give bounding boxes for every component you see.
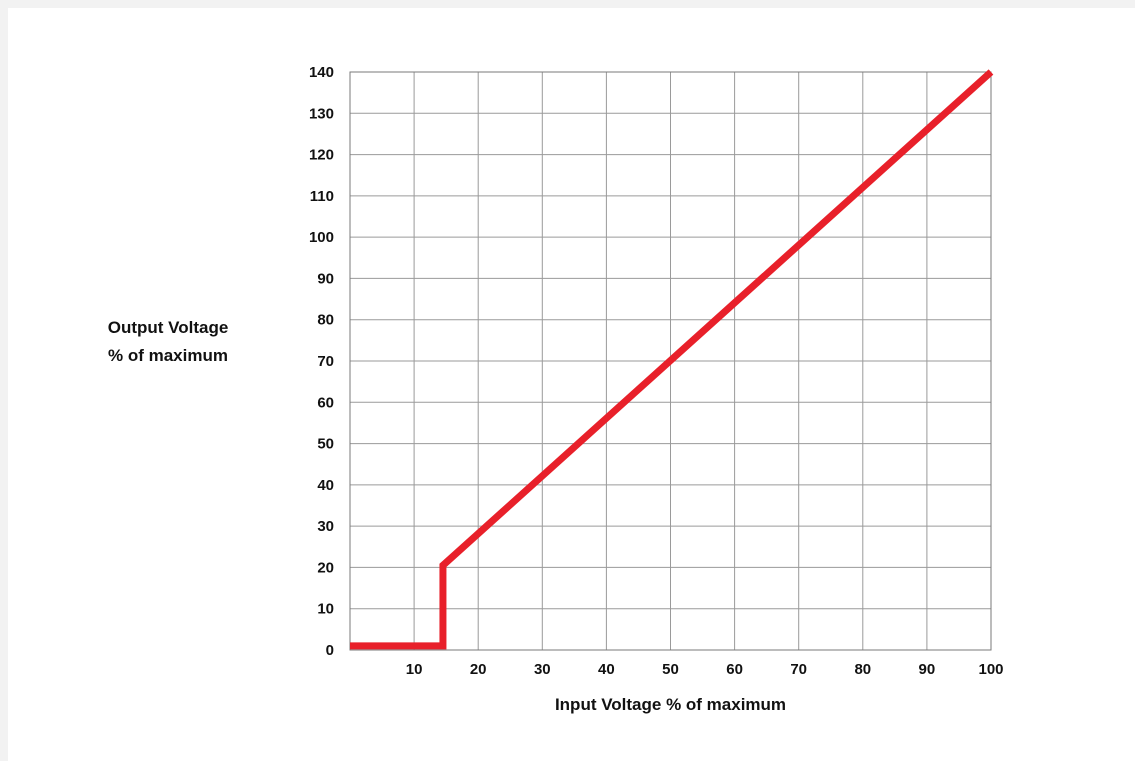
y-tick-label: 130 (309, 105, 334, 122)
y-tick-label: 70 (317, 353, 334, 370)
grid (349, 71, 992, 651)
y-tick-label: 60 (317, 394, 334, 411)
chart-svg: 0 10 20 30 40 50 60 70 80 90 100 110 120 130 140 10 20 30… (108, 64, 1004, 714)
tick-labels: 0 10 20 30 40 50 60 70 80 90 100 110 120 130 140 10 20 30… (309, 64, 1004, 678)
x-tick-label: 40 (598, 661, 615, 678)
x-tick-label: 50 (662, 661, 679, 678)
y-tick-label: 140 (309, 64, 334, 81)
y-tick-label: 50 (317, 436, 334, 453)
y-tick-label: 100 (309, 229, 334, 246)
y-axis-title-line-2: % of maximum (108, 346, 228, 365)
series-line (350, 69, 994, 650)
series-layer (350, 69, 994, 650)
x-tick-label: 80 (854, 661, 871, 678)
y-tick-label: 10 (317, 601, 334, 618)
y-axis-title-line-1: Output Voltage (108, 318, 229, 337)
x-tick-label: 100 (978, 661, 1003, 678)
x-tick-label: 30 (534, 661, 551, 678)
x-tick-label: 20 (470, 661, 487, 678)
y-tick-label: 120 (309, 147, 334, 164)
x-axis-title: Input Voltage % of maximum (555, 695, 786, 714)
y-tick-label: 110 (310, 188, 334, 205)
y-tick-label: 0 (326, 642, 334, 659)
y-tick-label: 30 (317, 518, 334, 535)
y-tick-label: 20 (317, 559, 334, 576)
chart-card: 0 10 20 30 40 50 60 70 80 90 100 110 120 130 140 10 20 30… (8, 8, 1135, 761)
y-tick-label: 40 (317, 477, 334, 494)
y-tick-label: 90 (317, 270, 334, 287)
x-tick-label: 10 (406, 661, 423, 678)
x-tick-label: 60 (726, 661, 743, 678)
y-tick-label: 80 (317, 312, 334, 329)
plot-border (349, 71, 992, 651)
x-tick-label: 70 (790, 661, 807, 678)
x-tick-label: 90 (919, 661, 936, 678)
